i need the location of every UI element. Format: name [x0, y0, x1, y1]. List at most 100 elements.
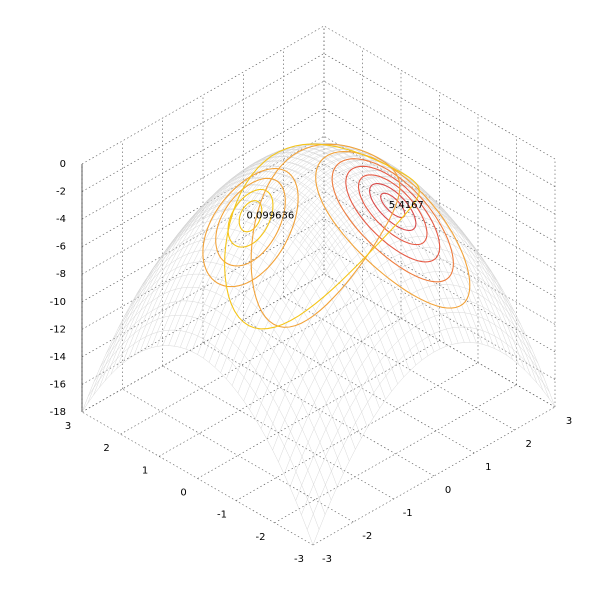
- mesh-line: [275, 155, 507, 356]
- y-tick-label: 0: [180, 488, 186, 499]
- back-wall-grid-line: [323, 246, 556, 380]
- contour-annotation: 5.4167: [389, 200, 424, 211]
- z-tick-label: -2: [56, 187, 66, 198]
- y-tick-label: -3: [294, 554, 304, 565]
- z-tick-label: -14: [50, 352, 66, 363]
- back-wall-grid-line: [81, 246, 325, 385]
- back-wall-grid-line: [81, 218, 325, 358]
- contour-annotation: 0.099636: [247, 210, 295, 221]
- floor-grid-line: [197, 340, 440, 479]
- contour-line-outer: [250, 143, 401, 328]
- floor-grid-line: [235, 362, 479, 501]
- back-wall-grid-line: [81, 53, 325, 192]
- mesh-line: [227, 143, 459, 344]
- z-tick-label: 0: [60, 159, 66, 170]
- x-tick-label: -3: [322, 554, 332, 565]
- contour-line-outer: [224, 143, 420, 330]
- mesh-line: [81, 209, 325, 413]
- mesh-line: [266, 236, 509, 440]
- back-wall-grid-line: [81, 163, 325, 303]
- mesh-line: [154, 199, 386, 400]
- contour-line-secondary: [238, 200, 263, 233]
- back-wall-grid-line: [323, 218, 556, 353]
- back-wall-grid-line: [323, 163, 556, 298]
- x-tick-label: 0: [445, 485, 451, 496]
- mesh-line: [214, 146, 447, 347]
- mesh-line: [116, 165, 359, 369]
- contour-line-peak: [380, 192, 406, 219]
- floor-grid-line: [120, 295, 363, 435]
- x-tick-label: -2: [362, 531, 372, 542]
- floor-grid-line: [243, 319, 475, 454]
- back-wall-grid-line: [323, 80, 556, 215]
- mesh-line: [220, 144, 453, 345]
- mesh-line: [110, 171, 354, 375]
- back-wall-grid-line: [81, 273, 325, 413]
- mesh-line: [323, 207, 556, 408]
- z-tick-label: -8: [56, 269, 66, 280]
- contour-line-peak: [369, 183, 417, 231]
- mesh-line: [145, 146, 388, 350]
- back-wall-grid-line: [81, 80, 325, 220]
- mesh-line: [124, 249, 356, 450]
- annotations: 5.4167 0.099636: [247, 200, 424, 222]
- x-tick-label: 2: [526, 439, 532, 450]
- mesh-line: [87, 200, 330, 404]
- back-wall-grid-line: [323, 191, 556, 325]
- back-wall-grid-line: [81, 135, 325, 275]
- mesh-line: [156, 143, 400, 347]
- floor-grid-line: [312, 406, 556, 546]
- mesh-line: [136, 227, 368, 428]
- surface-mesh: [81, 142, 556, 546]
- back-wall-grid-line: [323, 273, 556, 408]
- y-tick-label: -1: [217, 510, 227, 521]
- contour-lines: [202, 143, 471, 330]
- contour-line-secondary: [227, 188, 274, 248]
- contour-line-peak: [345, 165, 441, 263]
- y-tick-label: -2: [256, 532, 266, 543]
- axes-grid: [81, 25, 556, 546]
- mesh-line: [130, 238, 362, 439]
- floor-grid-line: [274, 384, 517, 524]
- floor-grid-line: [158, 318, 402, 457]
- back-wall-grid-line: [323, 53, 556, 187]
- x-tick-label: -1: [403, 508, 413, 519]
- mesh-line: [104, 177, 348, 381]
- mesh-line: [87, 329, 320, 530]
- mesh-line: [127, 156, 371, 360]
- mesh-line: [306, 326, 550, 530]
- mesh-line: [197, 151, 440, 355]
- x-tick-label: 3: [566, 416, 572, 427]
- z-tick-label: -6: [56, 242, 66, 253]
- mesh-line: [93, 314, 326, 515]
- mesh-line: [99, 184, 342, 388]
- z-tick-label: -16: [50, 379, 66, 390]
- mesh-line: [93, 192, 336, 396]
- contour-line-peak: [315, 151, 471, 309]
- back-wall-grid-line: [323, 135, 556, 270]
- contour-line-secondary: [202, 168, 299, 288]
- mesh-line: [269, 151, 501, 352]
- y-tick-label: 3: [65, 421, 71, 432]
- mesh-line: [293, 170, 526, 371]
- mesh-line: [301, 312, 544, 515]
- x-tick-label: 1: [485, 462, 491, 473]
- z-tick-label: -10: [50, 297, 66, 308]
- mesh-line: [122, 160, 365, 364]
- back-wall-grid-line: [323, 108, 556, 242]
- mesh-line: [312, 342, 556, 546]
- mesh-line: [106, 286, 338, 487]
- mesh-line: [191, 148, 434, 352]
- z-tick-label: -12: [50, 324, 66, 335]
- mesh-line: [151, 144, 394, 348]
- y-tick-label: 1: [142, 465, 148, 476]
- contour-line-peak: [357, 174, 428, 246]
- contour-line-secondary: [215, 177, 286, 267]
- mesh-line: [317, 198, 550, 399]
- floor-grid-line: [202, 342, 435, 477]
- mesh-line: [133, 152, 377, 356]
- z-tick-label: -4: [56, 214, 66, 225]
- back-wall-grid-line: [81, 108, 325, 247]
